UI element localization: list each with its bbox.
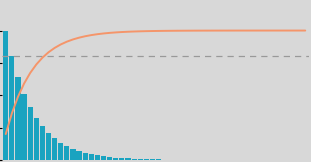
Bar <box>15 77 21 160</box>
Bar <box>64 146 69 160</box>
Bar <box>46 133 51 160</box>
Bar <box>156 159 161 160</box>
Bar <box>144 159 149 160</box>
Bar <box>95 155 100 160</box>
Bar <box>107 157 112 160</box>
Bar <box>83 153 88 160</box>
Bar <box>132 159 137 160</box>
Bar <box>34 117 39 160</box>
Bar <box>21 94 27 160</box>
Bar <box>52 138 57 160</box>
Bar <box>28 107 33 160</box>
Bar <box>3 31 8 160</box>
Bar <box>125 158 131 160</box>
Bar <box>138 159 143 160</box>
Bar <box>9 56 14 160</box>
Bar <box>70 149 76 160</box>
Bar <box>77 151 82 160</box>
Bar <box>40 126 45 160</box>
Bar <box>101 156 106 160</box>
Bar <box>150 159 155 160</box>
Bar <box>113 158 118 160</box>
Bar <box>89 154 94 160</box>
Bar <box>58 143 63 160</box>
Bar <box>119 158 124 160</box>
